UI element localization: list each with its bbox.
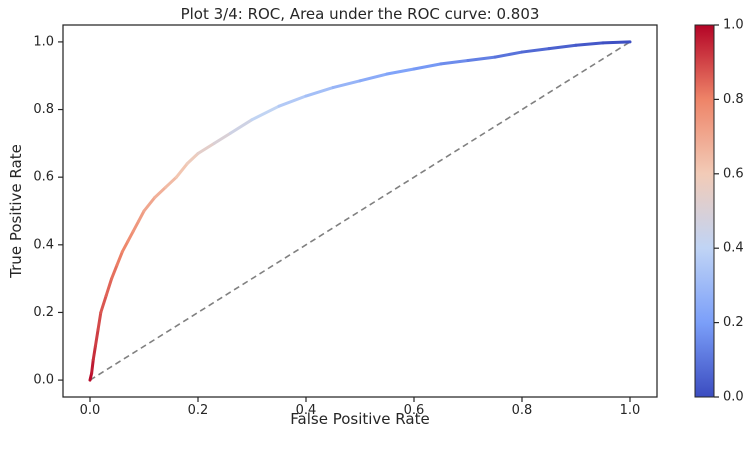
roc-segment <box>520 47 551 54</box>
roc-segment <box>212 131 232 145</box>
roc-segment <box>142 195 157 213</box>
x-axis-label: False Positive Rate <box>290 410 429 428</box>
roc-segment <box>358 72 389 83</box>
y-tick-label: 0.8 <box>33 102 54 117</box>
roc-segment <box>196 141 216 156</box>
roc-segment <box>93 327 100 348</box>
y-axis-label: True Positive Rate <box>7 144 25 279</box>
roc-segment <box>331 79 362 90</box>
roc-segment <box>574 41 605 47</box>
roc-segment <box>250 104 281 122</box>
roc-segment <box>547 43 578 51</box>
roc-segment <box>601 40 632 45</box>
roc-segment <box>131 219 141 233</box>
roc-segment <box>90 358 95 375</box>
roc-curve <box>88 40 632 382</box>
colorbar-tick-label: 1.0 <box>723 18 744 33</box>
x-axis-ticks: 0.0 0.2 0.4 0.6 0.8 1.0 <box>80 397 641 418</box>
roc-segment <box>153 185 168 199</box>
roc-segment <box>185 152 200 166</box>
x-tick-label: 1.0 <box>620 403 641 418</box>
roc-segment <box>174 162 189 179</box>
roc-segment <box>385 67 416 76</box>
x-tick-label: 0.6 <box>404 403 425 418</box>
roc-segment <box>137 209 146 223</box>
roc-segment <box>228 118 254 135</box>
x-tick-label: 0.0 <box>80 403 101 418</box>
x-tick-label: 0.2 <box>188 403 209 418</box>
colorbar-tick-label: 0.6 <box>723 166 744 181</box>
x-tick-label: 0.4 <box>296 403 317 418</box>
y-tick-label: 1.0 <box>33 34 54 49</box>
roc-segment <box>412 62 443 71</box>
roc-segment <box>115 250 124 267</box>
roc-segment <box>110 263 119 281</box>
roc-segment <box>96 310 103 331</box>
y-tick-label: 0.6 <box>33 170 54 185</box>
colorbar-fill <box>694 24 715 398</box>
colorbar-tick-label: 0.0 <box>723 390 744 405</box>
plot-area: 0.0 0.2 0.4 0.6 0.8 1.0 0.0 0.2 0.4 0.6 0.8 1.0 <box>33 24 658 418</box>
colorbar: 0.0 0.2 0.4 0.6 0.8 1.0 <box>694 18 744 405</box>
roc-segment <box>99 294 108 314</box>
roc-segment <box>466 55 497 63</box>
colorbar-tick-label: 0.4 <box>723 241 744 256</box>
roc-segment <box>277 94 308 108</box>
colorbar-tick-label: 0.8 <box>723 92 744 107</box>
y-tick-label: 0.2 <box>33 305 54 320</box>
roc-segment <box>304 86 335 98</box>
roc-segment <box>104 277 114 298</box>
x-tick-label: 0.8 <box>512 403 533 418</box>
roc-segment <box>120 239 130 254</box>
y-tick-label: 0.0 <box>33 373 54 388</box>
roc-segment <box>91 344 97 362</box>
y-tick-label: 0.4 <box>33 237 54 252</box>
colorbar-tick-label: 0.2 <box>723 315 744 330</box>
roc-segment <box>493 50 524 59</box>
roc-segment <box>126 229 135 243</box>
roc-segment <box>164 175 178 189</box>
chart-title: Plot 3/4: ROC, Area under the ROC curve:… <box>181 5 540 23</box>
y-axis-ticks: 0.0 0.2 0.4 0.6 0.8 1.0 <box>33 34 63 388</box>
colorbar-ticks: 0.0 0.2 0.4 0.6 0.8 1.0 <box>714 18 744 405</box>
chance-diagonal-line <box>89 41 631 381</box>
roc-segment <box>439 59 470 66</box>
